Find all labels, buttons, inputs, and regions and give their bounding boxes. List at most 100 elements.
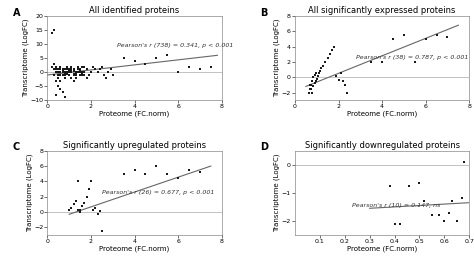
Point: [85, 73, 92, 77]
Point: [55, 76, 62, 80]
Point: [70, 67, 77, 72]
Point: [96, 209, 103, 213]
Point: [79, 204, 86, 208]
Point: [310, 75, 317, 79]
Point: [81, 73, 88, 77]
Point: [440, 219, 448, 223]
Text: D: D: [260, 142, 268, 152]
Point: [65, 67, 73, 72]
Point: [164, 53, 171, 57]
Point: [90, 64, 97, 69]
Point: [59, 69, 66, 73]
Point: [57, 64, 64, 69]
Point: [63, 67, 71, 72]
Point: [87, 70, 95, 74]
Point: [458, 196, 465, 201]
Point: [76, 70, 84, 74]
Point: [367, 60, 375, 64]
Point: [55, 73, 62, 77]
Point: [61, 70, 69, 74]
Point: [328, 48, 336, 53]
Point: [313, 77, 320, 81]
Point: [50, 28, 58, 32]
Point: [65, 69, 73, 73]
Point: [85, 187, 92, 191]
Point: [83, 76, 91, 80]
Point: [65, 73, 73, 77]
Point: [436, 213, 443, 217]
Point: [76, 69, 84, 73]
Point: [83, 67, 91, 72]
Point: [185, 168, 193, 172]
Point: [76, 210, 84, 214]
Point: [396, 222, 403, 226]
Point: [55, 70, 62, 74]
Point: [131, 59, 138, 63]
Point: [317, 66, 325, 70]
Point: [305, 91, 313, 95]
Point: [79, 70, 86, 74]
Point: [70, 67, 77, 72]
Point: [308, 83, 315, 87]
Point: [52, 67, 60, 72]
Point: [57, 73, 64, 77]
Point: [453, 219, 461, 223]
Point: [120, 172, 128, 176]
Point: [74, 64, 82, 69]
Point: [96, 67, 103, 72]
Point: [68, 70, 75, 74]
Point: [70, 73, 77, 77]
Point: [59, 73, 66, 77]
Point: [76, 67, 84, 72]
Point: [72, 70, 80, 74]
Point: [76, 73, 84, 77]
Point: [87, 179, 95, 183]
Point: [460, 160, 468, 164]
Point: [61, 73, 69, 77]
Point: [50, 67, 58, 72]
Point: [70, 78, 77, 83]
Point: [59, 73, 66, 77]
Point: [90, 208, 97, 213]
Point: [61, 76, 69, 80]
Text: C: C: [12, 142, 20, 152]
Point: [79, 72, 86, 76]
Title: All identified proteins: All identified proteins: [90, 6, 180, 15]
Point: [72, 72, 80, 76]
Point: [339, 79, 346, 83]
Point: [333, 74, 340, 78]
Text: A: A: [12, 7, 20, 18]
Point: [91, 206, 99, 210]
Point: [306, 83, 314, 87]
Point: [310, 84, 317, 89]
Point: [312, 70, 319, 75]
Point: [74, 179, 82, 183]
Point: [63, 72, 71, 76]
Point: [68, 69, 75, 73]
Point: [61, 72, 69, 76]
Point: [196, 67, 204, 72]
Point: [68, 70, 75, 74]
Point: [65, 70, 73, 74]
Point: [79, 64, 86, 69]
Text: Pearson's r (26) = 0.677, p < 0.001: Pearson's r (26) = 0.677, p < 0.001: [102, 190, 214, 195]
Point: [63, 67, 71, 72]
Point: [98, 229, 106, 233]
Point: [50, 73, 58, 77]
Point: [85, 73, 92, 77]
Point: [59, 67, 66, 72]
Text: Pearson's r (38) = 0.787, p < 0.001: Pearson's r (38) = 0.787, p < 0.001: [356, 56, 468, 60]
Point: [100, 73, 108, 77]
Point: [79, 73, 86, 77]
Text: Pearson's r (10) = 0.147, ns: Pearson's r (10) = 0.147, ns: [352, 203, 441, 208]
Point: [63, 70, 71, 74]
Point: [74, 67, 82, 72]
X-axis label: Proteome (FC.norm): Proteome (FC.norm): [347, 246, 417, 252]
Point: [61, 95, 69, 100]
Point: [107, 67, 114, 72]
Point: [315, 71, 323, 76]
Point: [52, 92, 60, 97]
Point: [65, 73, 73, 77]
Point: [70, 69, 77, 73]
Point: [174, 70, 182, 74]
